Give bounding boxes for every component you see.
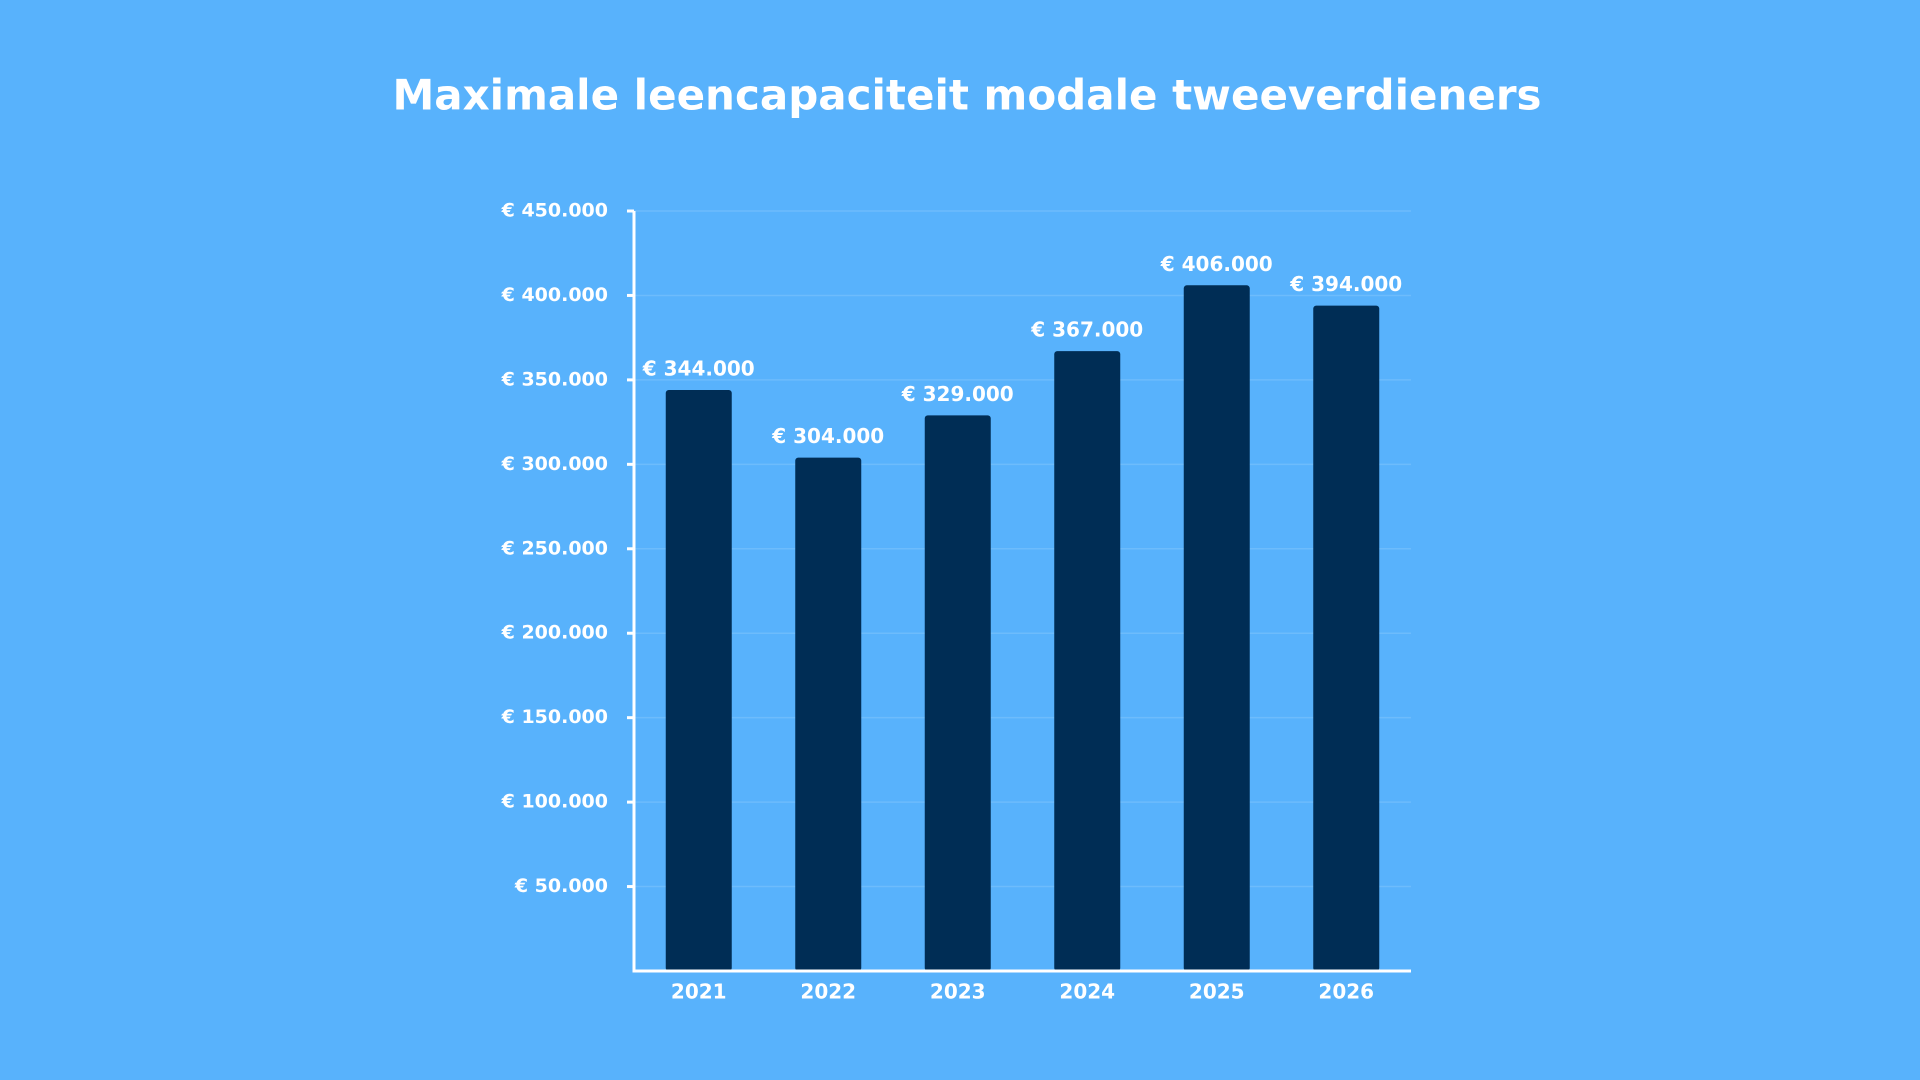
value-label: € 406.000 [1160,252,1273,276]
x-tick-label: 2021 [671,980,727,1004]
y-tick-label: € 50.000 [514,875,608,897]
bar [795,457,862,972]
x-tick-label: 2025 [1189,980,1245,1004]
y-tick-label: € 350.000 [501,368,608,390]
y-tick-label: € 450.000 [501,200,608,222]
bar [1183,285,1250,971]
y-tick-label: € 150.000 [501,706,608,728]
y-tick-label: € 400.000 [501,284,608,306]
value-label: € 394.000 [1289,272,1402,296]
value-label: € 344.000 [642,357,755,381]
bar [1313,305,1380,972]
y-tick-label: € 250.000 [501,537,608,559]
value-label: € 304.000 [771,424,884,448]
y-tick-label: € 200.000 [501,622,608,644]
y-tick-label: € 300.000 [501,453,608,475]
chart-title: Maximale leencapaciteit modale tweeverdi… [392,71,1541,120]
y-tick-label: € 100.000 [501,791,608,813]
x-tick-label: 2026 [1318,980,1374,1004]
value-label: € 367.000 [1030,318,1143,342]
value-label: € 329.000 [901,382,1014,406]
x-tick-label: 2024 [1059,980,1115,1004]
bar [1054,351,1121,972]
x-tick-label: 2022 [800,980,856,1004]
x-tick-label: 2023 [930,980,986,1004]
bar [665,390,732,971]
bar [924,415,991,971]
